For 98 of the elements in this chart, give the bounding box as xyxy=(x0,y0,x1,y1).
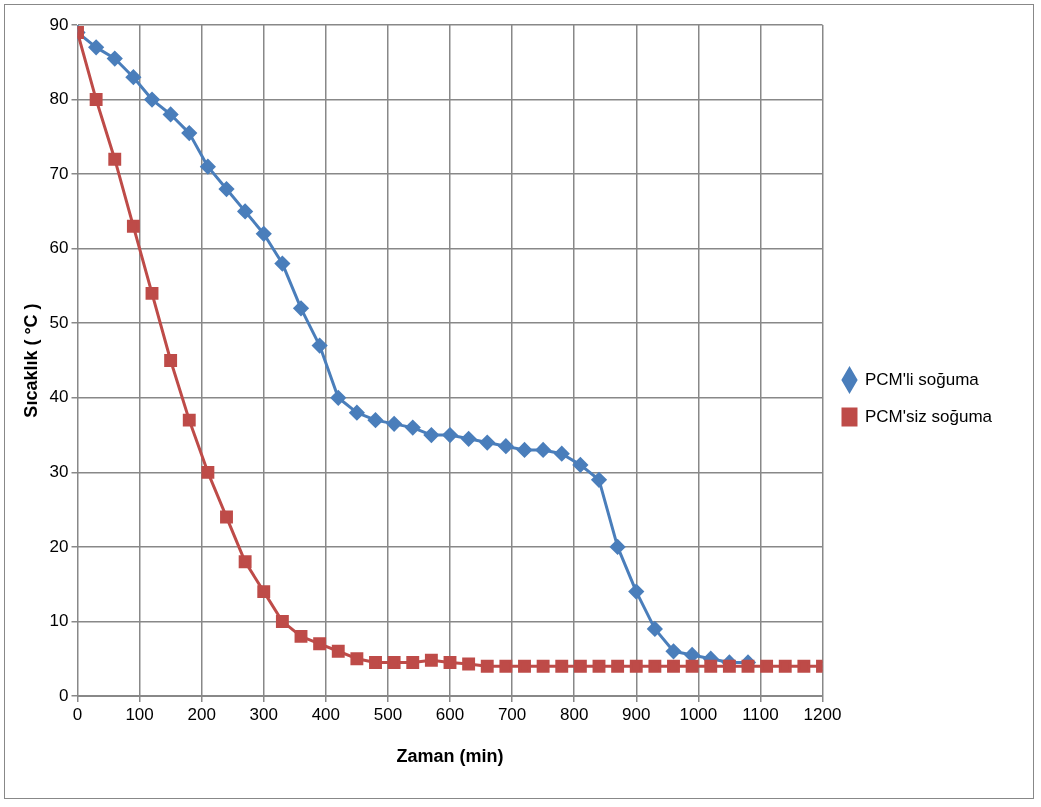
x-tick-label: 600 xyxy=(435,704,465,724)
point xyxy=(554,446,570,462)
point xyxy=(480,659,494,673)
point xyxy=(628,584,644,600)
point xyxy=(424,653,438,667)
point xyxy=(685,659,699,673)
point xyxy=(572,457,588,473)
point xyxy=(330,390,346,406)
point xyxy=(443,656,457,669)
point xyxy=(442,427,458,443)
point xyxy=(666,643,681,659)
x-tick-label: 400 xyxy=(311,704,341,724)
y-tick-label: 80 xyxy=(49,89,69,109)
point xyxy=(256,226,272,242)
y-tick-label: 30 xyxy=(49,462,69,482)
point xyxy=(350,652,364,666)
point xyxy=(125,69,141,85)
point xyxy=(293,300,309,316)
point xyxy=(498,438,514,454)
x-tick-label: 1100 xyxy=(742,704,779,724)
point xyxy=(257,585,271,599)
point xyxy=(107,51,123,67)
point xyxy=(629,659,643,673)
point xyxy=(201,465,215,479)
point xyxy=(406,656,420,669)
point xyxy=(722,659,736,673)
x-tick-label: 700 xyxy=(497,704,527,724)
point xyxy=(164,354,178,367)
point xyxy=(461,431,477,447)
point xyxy=(555,659,569,673)
y-tick-label: 60 xyxy=(49,238,69,258)
point xyxy=(219,181,235,197)
point xyxy=(647,621,663,637)
x-tick-label: 500 xyxy=(373,704,403,724)
x-tick-label: 300 xyxy=(249,704,278,724)
point xyxy=(386,416,402,432)
point xyxy=(462,657,476,671)
point xyxy=(144,92,160,108)
point xyxy=(797,659,811,673)
point xyxy=(610,539,626,555)
point xyxy=(145,286,159,300)
point xyxy=(778,659,792,673)
point xyxy=(423,427,439,443)
point xyxy=(387,656,401,669)
point xyxy=(163,106,179,122)
point xyxy=(312,338,328,354)
x-tick-label: 200 xyxy=(187,704,216,724)
point xyxy=(368,412,384,428)
point xyxy=(200,159,216,175)
x-tick-label: 900 xyxy=(622,704,651,724)
point xyxy=(220,510,233,524)
x-tick-label: 100 xyxy=(125,704,154,724)
point xyxy=(126,219,140,233)
point xyxy=(499,659,513,673)
point xyxy=(741,659,755,673)
y-tick-label: 10 xyxy=(49,611,69,631)
point xyxy=(294,629,308,643)
y-tick-label: 90 xyxy=(49,14,69,34)
point xyxy=(331,644,345,658)
y-tick-label: 40 xyxy=(49,387,69,407)
point xyxy=(108,152,122,166)
y-tick-label: 50 xyxy=(49,312,69,332)
point xyxy=(238,555,252,569)
x-tick-label: 0 xyxy=(72,704,83,724)
point xyxy=(181,125,197,141)
point xyxy=(573,659,587,673)
point xyxy=(237,203,253,219)
y-axis-title: Sıcaklık ( °C ) xyxy=(20,303,41,418)
point xyxy=(535,442,551,458)
point xyxy=(648,659,662,673)
point xyxy=(591,472,607,488)
point xyxy=(536,659,550,673)
y-tick-label: 70 xyxy=(49,163,69,183)
point xyxy=(275,615,289,628)
point xyxy=(405,420,421,436)
point xyxy=(89,93,103,107)
point xyxy=(479,435,495,451)
point xyxy=(517,442,532,458)
y-tick-label: 0 xyxy=(59,685,69,705)
point xyxy=(592,659,606,673)
point xyxy=(182,413,196,427)
point xyxy=(667,659,680,673)
x-axis-title: Zaman (min) xyxy=(396,746,504,767)
point xyxy=(349,405,365,421)
x-tick-label: 1000 xyxy=(679,704,718,724)
x-tick-label: 1200 xyxy=(803,704,842,724)
point xyxy=(313,637,327,651)
legend-label: PCM'li soğuma xyxy=(865,369,980,389)
point xyxy=(611,659,625,673)
point xyxy=(518,659,531,673)
point xyxy=(760,659,774,673)
x-tick-label: 800 xyxy=(559,704,589,724)
point xyxy=(88,39,104,55)
legend-label: PCM'siz soğuma xyxy=(865,406,993,426)
point xyxy=(369,656,382,669)
point xyxy=(704,659,718,673)
y-tick-label: 20 xyxy=(49,536,69,556)
point xyxy=(274,256,290,272)
